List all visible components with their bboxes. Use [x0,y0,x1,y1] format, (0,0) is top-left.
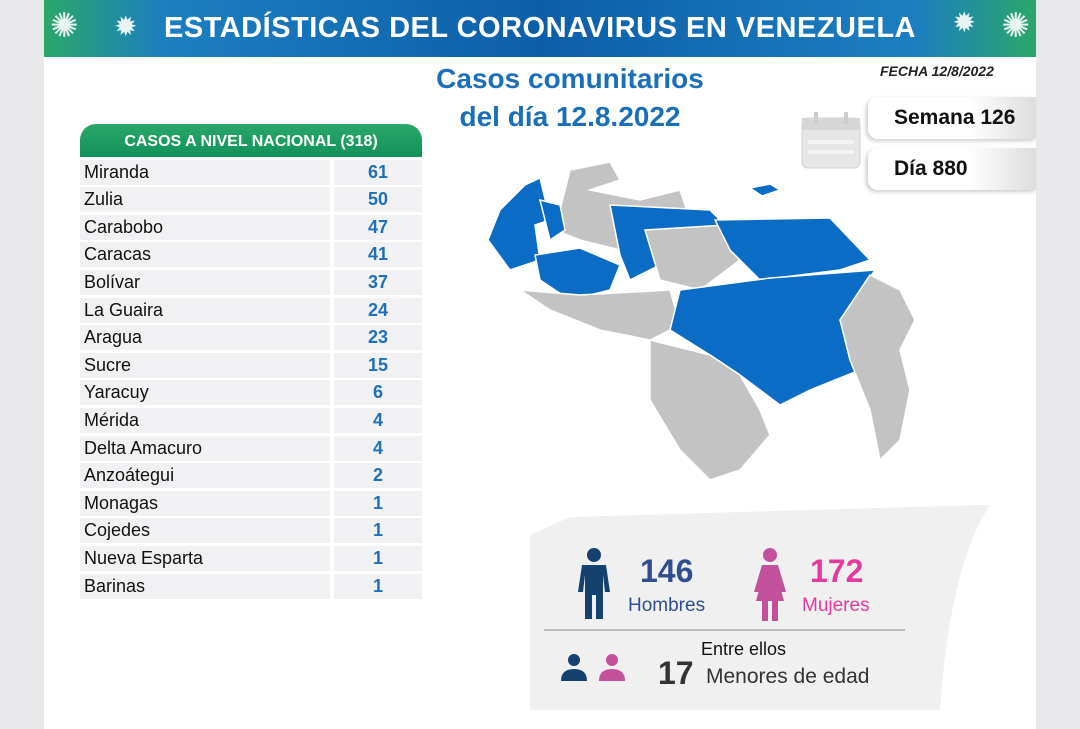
women-label: Mujeres [802,595,870,616]
state-name: Monagas [80,490,330,516]
table-row: Bolívar 37 [80,269,422,295]
case-count: 47 [334,214,422,240]
table-row: Anzoátegui 2 [80,463,422,489]
table-row: Aragua 23 [80,325,422,351]
state-name: Cojedes [80,518,330,544]
case-count: 24 [334,297,422,323]
case-count: 1 [334,573,422,599]
subtitle-line2: del día 12.8.2022 [459,101,681,132]
case-count: 23 [334,325,422,351]
cases-table: CASOS A NIVEL NACIONAL (318) Miranda 61 Zu… [80,124,422,599]
map-region-bolivar [669,269,877,406]
state-name: Carabobo [80,214,330,240]
state-name: La Guaira [80,297,330,323]
state-name: Sucre [80,352,330,378]
man-icon [578,548,610,619]
case-count: 15 [334,352,422,378]
table-row: Yaracuy 6 [80,380,422,406]
table-row: Mérida 4 [80,407,422,433]
among-label: Entre ellos [701,639,787,659]
case-count: 6 [334,380,422,406]
state-name: Anzoátegui [80,463,330,489]
subtitle-line1: Casos comunitarios [436,63,704,94]
virus-icon: ✹ [114,11,138,42]
table-header: CASOS A NIVEL NACIONAL (318) [80,124,422,157]
women-count: 172 [810,553,864,589]
table-row: Monagas 1 [80,490,422,516]
state-name: Mérida [80,407,330,433]
case-count: 41 [334,242,422,268]
case-count: 37 [334,269,422,295]
table-row: La Guaira 24 [80,297,422,323]
table-row: Zulia 50 [80,187,422,213]
map-region-llanos [644,224,741,291]
day-box: Día 880 [868,148,1036,190]
woman-icon [754,548,786,621]
venezuela-map [487,161,916,481]
case-count: 2 [334,463,422,489]
case-count: 4 [334,407,422,433]
subtitle: Casos comunitarios del día 12.8.2022 [400,60,740,136]
state-name: Barinas [80,573,330,599]
case-count: 1 [334,545,422,571]
case-count: 1 [334,518,422,544]
minors-icon [561,654,625,681]
virus-icon: ✹ [952,7,976,38]
men-label: Hombres [628,595,706,616]
banner-title: ESTADÍSTICAS DEL CORONAVIRUS EN VENEZUEL… [163,12,916,44]
case-count: 1 [334,490,422,516]
state-name: Delta Amacuro [80,435,330,461]
map-region-andes [534,247,621,301]
table-row: Delta Amacuro 4 [80,435,422,461]
week-box: Semana 126 [868,97,1036,139]
map-region-nueva-esparta [748,183,782,197]
case-count: 50 [334,187,422,213]
state-name: Miranda [80,159,330,185]
table-row: Cojedes 1 [80,518,422,544]
state-name: Caracas [80,242,330,268]
state-name: Bolívar [80,269,330,295]
table-row: Barinas 1 [80,573,422,599]
table-row: Caracas 41 [80,242,422,268]
map-region-amazonas [649,339,771,481]
state-name: Yaracuy [80,380,330,406]
demographics-card: 146 Hombres 172 Mujeres Entre ellos 17 M… [530,505,990,710]
state-name: Nueva Esparta [80,545,330,571]
table-row: Nueva Esparta 1 [80,545,422,571]
map-region-apure [519,289,681,341]
calendar-icon [801,112,861,169]
table-row: Miranda 61 [80,159,422,185]
state-name: Aragua [80,325,330,351]
banner: ✺ ✹ ESTADÍSTICAS DEL CORONAVIRUS EN VENE… [44,0,1036,57]
table-row: Sucre 15 [80,352,422,378]
state-name: Zulia [80,187,330,213]
minors-count: 17 [658,655,694,691]
map-region-east [713,217,872,281]
case-count: 4 [334,435,422,461]
date-label: FECHA 12/8/2022 [880,63,994,79]
virus-icon: ✺ [1001,7,1031,45]
men-count: 146 [640,553,694,589]
table-row: Carabobo 47 [80,214,422,240]
case-count: 61 [334,159,422,185]
card-background [530,505,990,710]
map-region-essequibo [839,274,916,462]
virus-icon: ✺ [50,7,79,45]
minors-label: Menores de edad [706,665,870,688]
map-region-falcon-lake [538,198,566,242]
